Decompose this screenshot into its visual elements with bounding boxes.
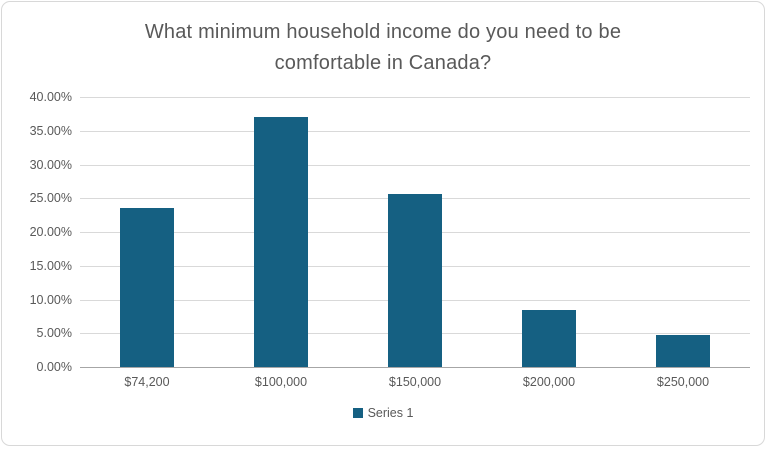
y-axis-tick-label: 40.00% <box>29 90 72 104</box>
bar-100000 <box>254 116 308 367</box>
chart-title: What minimum household income do you nee… <box>2 17 764 79</box>
chart-title-line-1: What minimum household income do you nee… <box>144 21 622 43</box>
bar-250000 <box>656 334 710 367</box>
y-axis-tick-label: 35.00% <box>29 123 72 138</box>
bar-200000 <box>522 310 576 367</box>
x-axis-tick-label: $150,000 <box>388 375 442 389</box>
y-axis: 0.00% 5.00% 10.00% 15.00% 20.00% 25.00% 30.00%… <box>2 90 72 374</box>
gridline <box>80 130 750 132</box>
bar-150000 <box>388 193 442 367</box>
legend: Series 1 <box>2 406 764 420</box>
y-axis-tick-label: 25.00% <box>29 191 72 206</box>
x-axis-tick-label: $74,200 <box>124 375 170 389</box>
bar-74200 <box>120 207 174 367</box>
y-axis-tick-label: 0.00% <box>36 360 72 374</box>
gridline <box>80 97 750 98</box>
y-axis-tick-label: 30.00% <box>29 157 72 172</box>
y-axis-tick-label: 15.00% <box>29 258 72 273</box>
legend-series1-swatch <box>352 408 363 418</box>
gridline <box>80 164 750 166</box>
x-axis-tick-label: $200,000 <box>522 375 576 389</box>
chart-title-line-2: comfortable in Canada? <box>274 52 492 74</box>
y-axis-tick-label: 5.00% <box>36 326 72 341</box>
legend-series1-label: Series 1 <box>367 406 414 420</box>
plot-area <box>80 97 750 368</box>
y-axis-tick-label: 20.00% <box>29 225 72 239</box>
x-axis-tick-label: $100,000 <box>254 375 308 389</box>
x-axis: $74,200 $100,000 $150,000 $200,000 $250,000 <box>80 375 750 393</box>
x-axis-tick-label: $250,000 <box>656 375 710 389</box>
y-axis-tick-label: 10.00% <box>29 292 72 307</box>
